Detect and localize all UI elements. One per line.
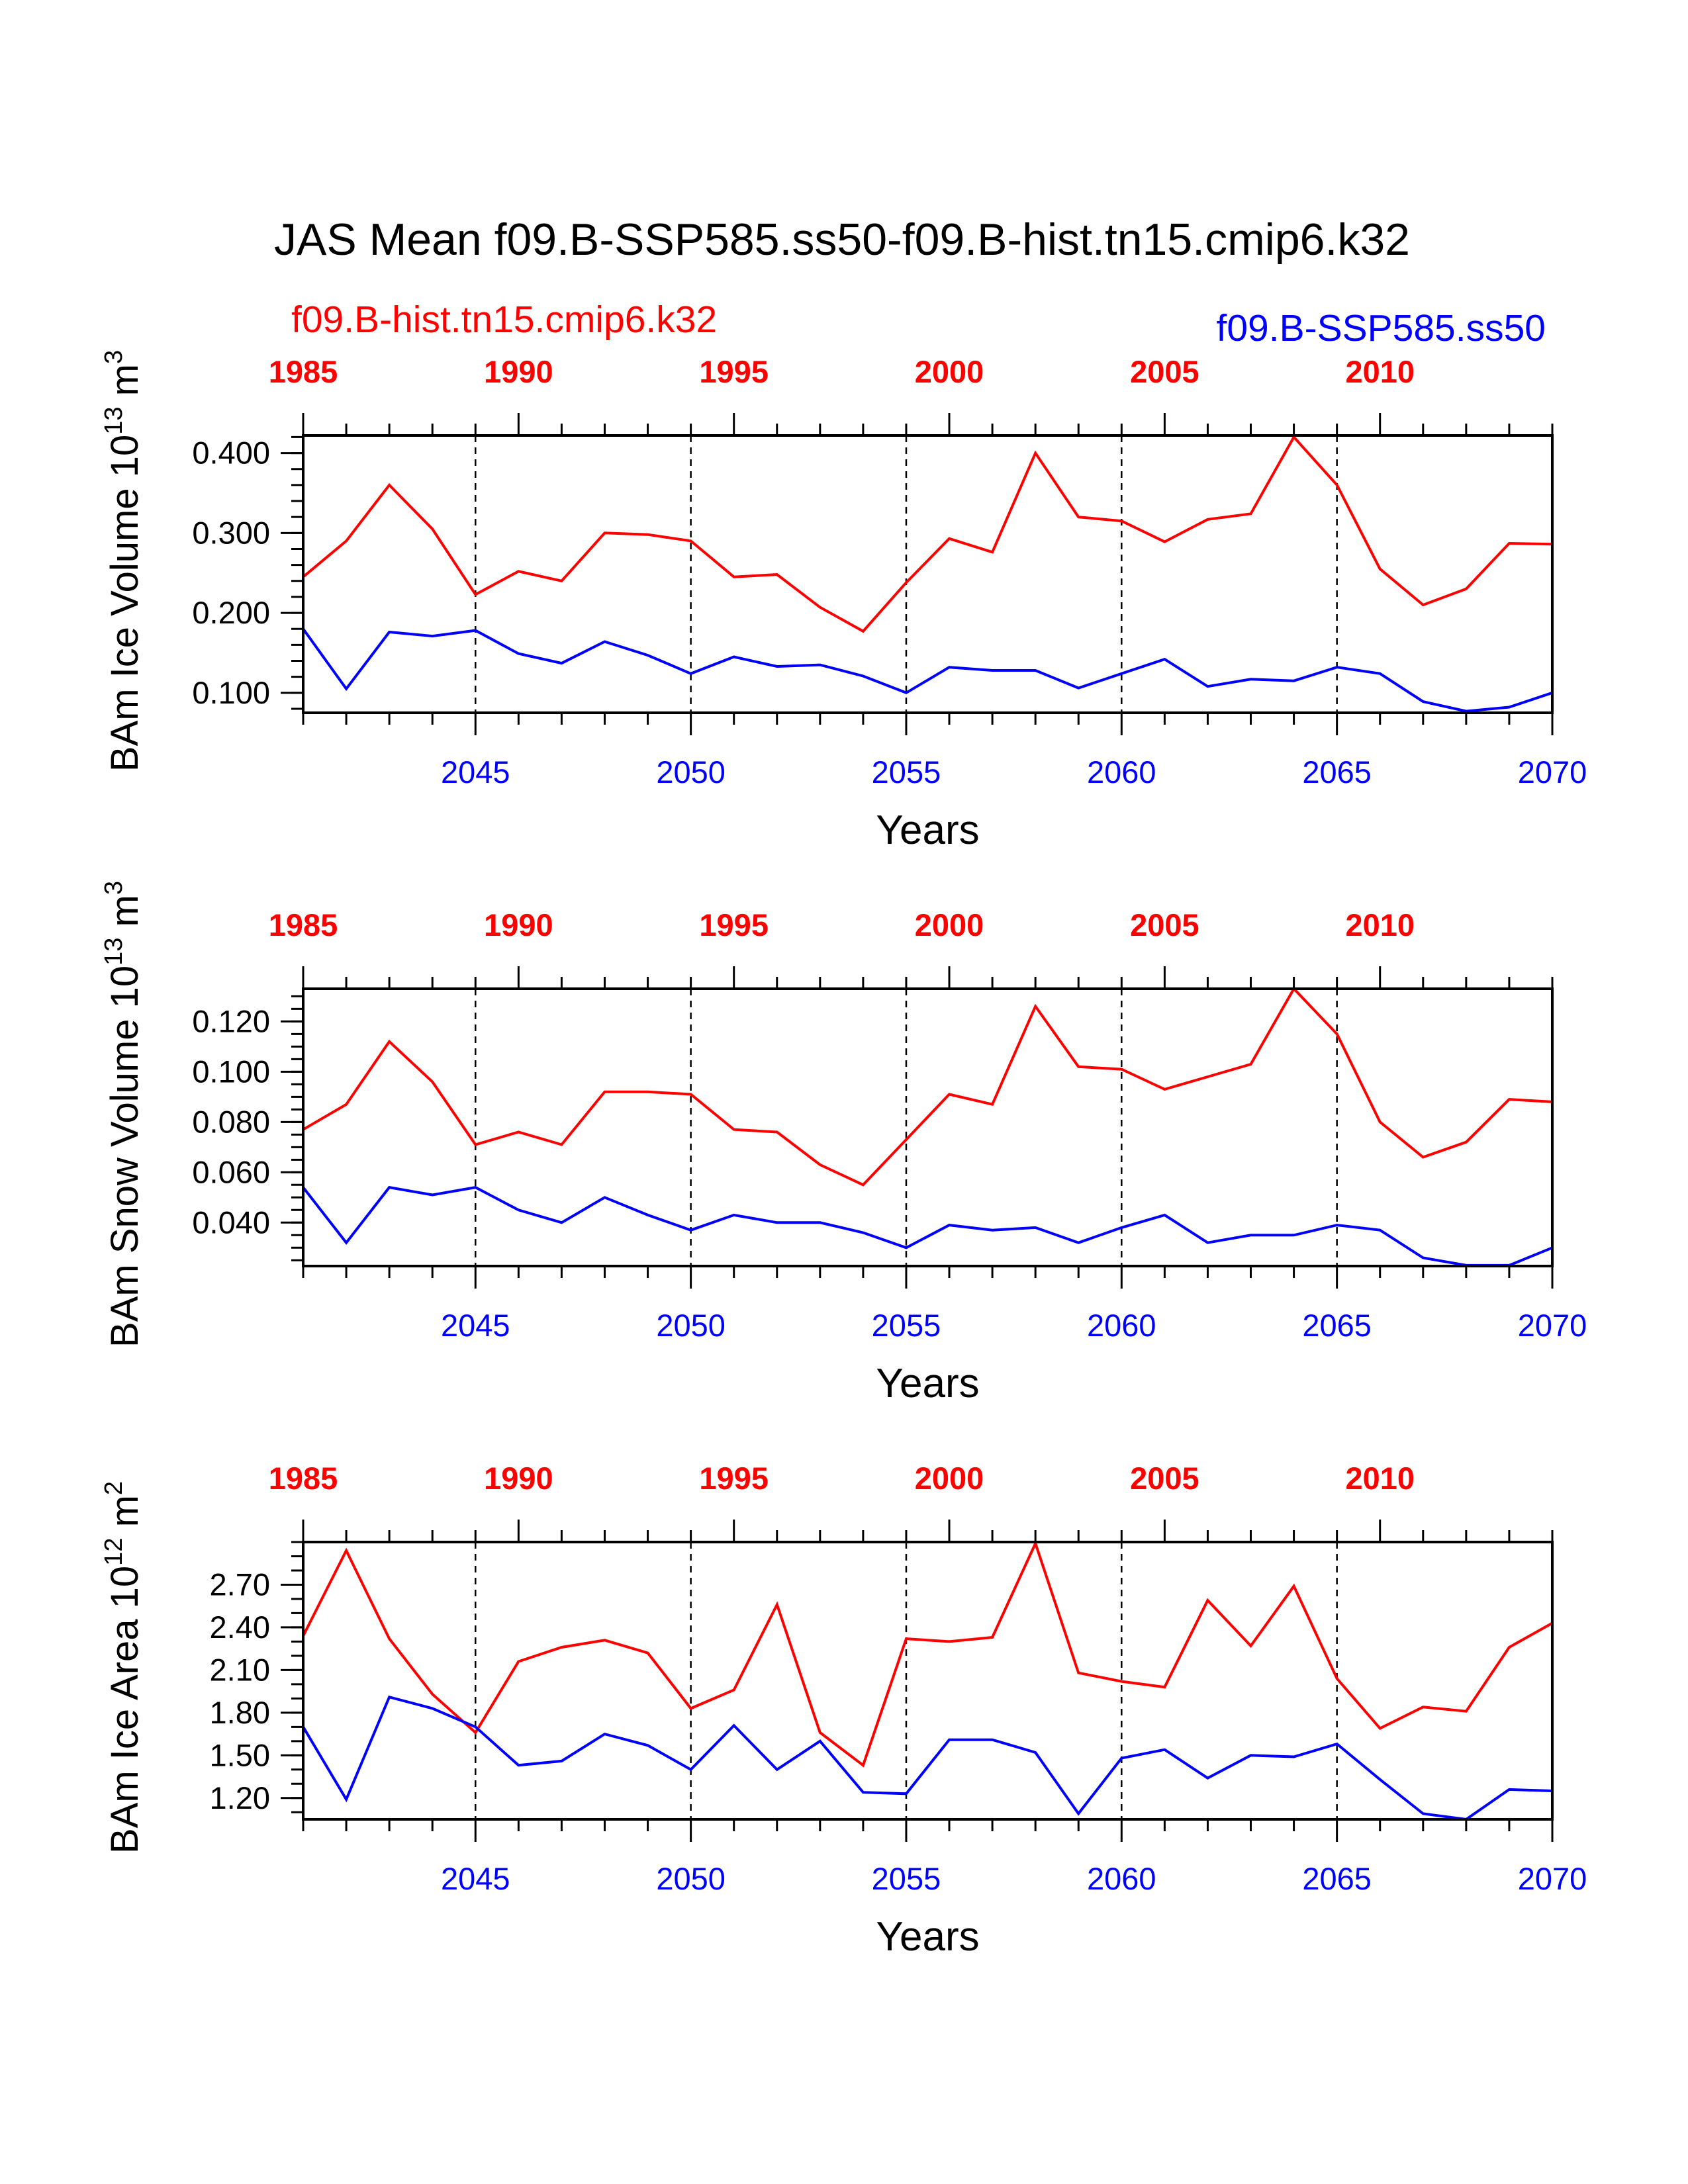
y-axis-title-exponent: 13 — [100, 406, 128, 434]
top-year-tick-label: 2005 — [1130, 354, 1199, 389]
top-year-tick-label: 2000 — [915, 1461, 984, 1496]
bottom-year-tick-label: 2045 — [441, 754, 510, 790]
y-tick-label: 0.060 — [192, 1154, 270, 1189]
top-year-tick-label: 2010 — [1345, 1461, 1415, 1496]
hist-run-label: f09.B-hist.tn15.cmip6.k32 — [291, 298, 717, 341]
y-axis-title-unit-exponent: 2 — [100, 1481, 128, 1495]
bottom-year-tick-label: 2065 — [1302, 1308, 1372, 1343]
y-axis-title-text: BAm Ice Area 10 — [103, 1566, 146, 1854]
y-axis-title: BAm Ice Volume 1013 m3 — [100, 350, 146, 772]
y-axis-title-exponent: 13 — [100, 938, 128, 966]
top-year-tick-label: 2010 — [1345, 354, 1415, 389]
hist-series-line — [302, 434, 1553, 633]
top-year-tick-label: 2005 — [1130, 1461, 1199, 1496]
top-year-tick-label: 2000 — [915, 354, 984, 389]
ssp-run-label: f09.B-SSP585.ss50 — [1217, 307, 1546, 349]
bottom-year-tick-label: 2050 — [656, 754, 726, 790]
y-axis-title-unit-exponent: 3 — [100, 350, 128, 364]
top-year-tick-label: 1985 — [269, 354, 338, 389]
top-year-tick-label: 1990 — [484, 1461, 553, 1496]
y-axis-title: BAm Snow Volume 1013 m3 — [100, 881, 146, 1347]
y-tick-label: 1.50 — [210, 1737, 270, 1772]
hist-series-line — [302, 1539, 1553, 1768]
y-tick-label: 0.100 — [192, 675, 270, 710]
y-tick-label: 0.080 — [192, 1104, 270, 1139]
bottom-year-tick-label: 2050 — [656, 1308, 726, 1343]
y-tick-label: 0.200 — [192, 595, 270, 630]
hist-series-line — [302, 986, 1553, 1187]
y-tick-label: 0.120 — [192, 1003, 270, 1038]
y-tick-label: 2.40 — [210, 1610, 270, 1645]
bottom-year-tick-label: 2045 — [441, 1308, 510, 1343]
plot-frame — [302, 987, 1554, 1267]
top-year-tick-label: 1990 — [484, 354, 553, 389]
top-year-tick-label: 1990 — [484, 907, 553, 942]
x-axis-title: Years — [876, 1914, 979, 1960]
bottom-year-tick-label: 2055 — [872, 754, 941, 790]
bottom-year-tick-label: 2070 — [1518, 1308, 1587, 1343]
top-year-tick-label: 2010 — [1345, 907, 1415, 942]
bottom-year-tick-label: 2070 — [1518, 1861, 1587, 1896]
bottom-year-tick-label: 2045 — [441, 1861, 510, 1896]
y-tick-label: 1.80 — [210, 1695, 270, 1730]
y-axis-title-unit: m — [103, 364, 146, 406]
chart-panel-2: 2045 2050 2055 2060 2065 2070 1985 1990 1995 2000… — [100, 881, 1587, 1406]
ssp-series-line — [302, 1185, 1553, 1267]
bottom-year-tick-label: 2055 — [872, 1861, 941, 1896]
y-tick-label: 0.040 — [192, 1205, 270, 1240]
bottom-year-tick-label: 2050 — [656, 1861, 726, 1896]
x-axis-title: Years — [876, 1361, 979, 1406]
y-tick-label: 0.400 — [192, 435, 270, 471]
bottom-year-tick-label: 2055 — [872, 1308, 941, 1343]
y-tick-label: 0.300 — [192, 515, 270, 550]
y-axis-title-text: BAm Snow Volume 10 — [103, 966, 146, 1347]
top-year-tick-label: 1985 — [269, 1461, 338, 1496]
bottom-year-tick-label: 2065 — [1302, 1861, 1372, 1896]
bottom-year-tick-label: 2065 — [1302, 754, 1372, 790]
chart-panel-1: 2045 2050 2055 2060 2065 2070 1985 1990 1995 2000… — [100, 350, 1587, 853]
top-year-tick-label: 1995 — [699, 354, 769, 389]
y-axis-title-text: BAm Ice Volume 10 — [103, 435, 146, 772]
top-year-tick-label: 2000 — [915, 907, 984, 942]
top-year-tick-label: 1995 — [699, 907, 769, 942]
y-axis-title-unit-exponent: 3 — [100, 881, 128, 895]
y-tick-label: 0.100 — [192, 1054, 270, 1089]
y-tick-label: 2.10 — [210, 1652, 270, 1687]
figure-title: JAS Mean f09.B-SSP585.ss50-f09.B-hist.tn… — [274, 214, 1410, 265]
plot-frame — [302, 1541, 1554, 1821]
plot-frame — [302, 434, 1554, 714]
ssp-series-line — [302, 628, 1553, 713]
y-axis-title-exponent: 12 — [100, 1538, 128, 1566]
y-axis-title-unit: m — [103, 1495, 146, 1537]
top-year-tick-label: 1995 — [699, 1461, 769, 1496]
bottom-year-tick-label: 2060 — [1087, 1861, 1156, 1896]
top-year-tick-label: 1985 — [269, 907, 338, 942]
top-year-tick-label: 2005 — [1130, 907, 1199, 942]
bottom-year-tick-label: 2060 — [1087, 1308, 1156, 1343]
y-axis-title-unit: m — [103, 895, 146, 937]
bottom-year-tick-label: 2070 — [1518, 754, 1587, 790]
ssp-series-line — [302, 1695, 1553, 1821]
y-axis-title: BAm Ice Area 1012 m2 — [100, 1481, 146, 1854]
bottom-year-tick-label: 2060 — [1087, 754, 1156, 790]
x-axis-title: Years — [876, 807, 979, 853]
chart-panel-3: 2045 2050 2055 2060 2065 2070 1985 1990 1995 2000… — [100, 1461, 1587, 1960]
y-tick-label: 2.70 — [210, 1567, 270, 1602]
panels-group: 2045 2050 2055 2060 2065 2070 1985 1990 1995 2000… — [100, 350, 1587, 1960]
y-tick-label: 1.20 — [210, 1780, 270, 1815]
